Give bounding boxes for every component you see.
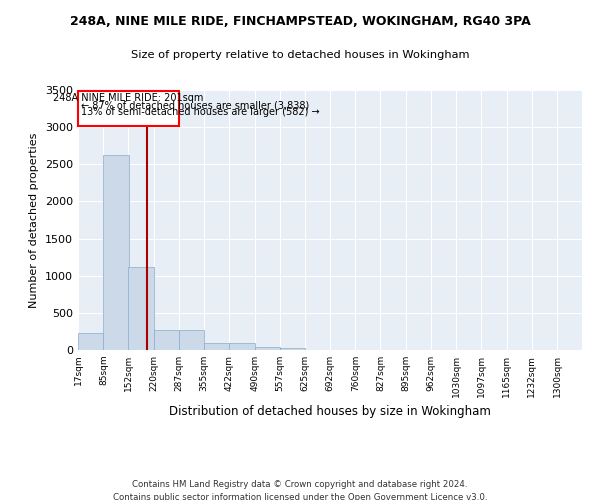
- Text: Contains public sector information licensed under the Open Government Licence v3: Contains public sector information licen…: [113, 493, 487, 500]
- Bar: [280, 348, 305, 350]
- Bar: [154, 330, 179, 350]
- Text: 13% of semi-detached houses are larger (582) →: 13% of semi-detached houses are larger (…: [81, 107, 320, 117]
- Text: Size of property relative to detached houses in Wokingham: Size of property relative to detached ho…: [131, 50, 469, 60]
- Bar: [229, 344, 254, 350]
- Bar: [128, 267, 154, 350]
- Bar: [103, 154, 129, 350]
- Bar: [204, 344, 230, 350]
- Text: ← 87% of detached houses are smaller (3,838): ← 87% of detached houses are smaller (3,…: [81, 100, 309, 110]
- Y-axis label: Number of detached properties: Number of detached properties: [29, 132, 40, 308]
- X-axis label: Distribution of detached houses by size in Wokingham: Distribution of detached houses by size …: [169, 406, 491, 418]
- Text: Contains HM Land Registry data © Crown copyright and database right 2024.: Contains HM Land Registry data © Crown c…: [132, 480, 468, 489]
- Bar: [78, 333, 103, 350]
- Text: 248A, NINE MILE RIDE, FINCHAMPSTEAD, WOKINGHAM, RG40 3PA: 248A, NINE MILE RIDE, FINCHAMPSTEAD, WOK…: [70, 15, 530, 28]
- Bar: [254, 346, 280, 350]
- Text: 248A NINE MILE RIDE: 201sqm: 248A NINE MILE RIDE: 201sqm: [53, 93, 203, 103]
- FancyBboxPatch shape: [78, 92, 179, 126]
- Bar: [179, 330, 204, 350]
